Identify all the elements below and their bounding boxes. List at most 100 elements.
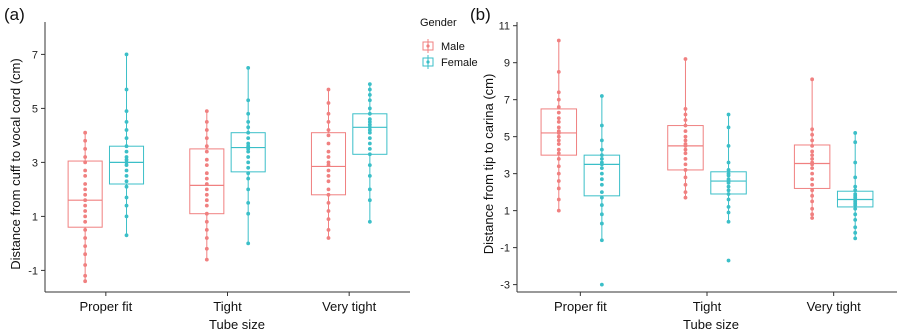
panel-a-point-male	[204, 187, 209, 192]
panel-b-point-male	[683, 175, 688, 180]
panel-b-point-male	[556, 116, 561, 121]
panel-b-point-male	[810, 162, 815, 167]
panel-a-point-female	[367, 147, 372, 151]
panel-a-point-female	[124, 160, 129, 165]
panel-b-point-male	[683, 129, 688, 134]
panel-b-point-female	[726, 258, 731, 263]
panel-b-point-female	[726, 205, 731, 209]
panel-a-point-male	[326, 217, 331, 222]
panel-a-point-male	[204, 163, 209, 168]
panel-a-point-female	[367, 106, 372, 111]
panel-a-point-female	[246, 144, 251, 149]
panel-a-point-female	[367, 130, 372, 135]
panel-b-point-male	[683, 138, 688, 143]
panel-b-point-male	[556, 110, 561, 115]
panel-b-label: (b)	[470, 5, 491, 24]
panel-a-point-female	[124, 128, 129, 132]
panel-a-point-male	[83, 214, 88, 219]
panel-b-point-female	[599, 203, 604, 207]
panel-a-point-male	[83, 187, 88, 192]
panel-b-point-female	[599, 138, 604, 143]
panel-b-point-male	[683, 147, 688, 152]
panel-a-point-female	[367, 141, 372, 146]
panel-a-point-male	[83, 147, 88, 151]
panel-b-point-female	[726, 168, 731, 172]
legend-key-box-male	[422, 41, 434, 51]
panel-b-y-tick-label: 7	[504, 95, 510, 107]
panel-b-y-tick-label: 9	[504, 58, 510, 70]
panel-a-point-male	[204, 120, 209, 124]
panel-a-point-female	[124, 87, 129, 92]
panel-a-point-female	[124, 136, 129, 141]
panel-b-point-female	[853, 175, 858, 180]
panel-b-point-male	[810, 156, 815, 161]
panel-a-point-male	[204, 157, 209, 162]
panel-a-plot-area: -1 1 3 5 7 Proper fit Tight Very tight	[28, 22, 410, 314]
panel-b-point-female	[853, 184, 858, 189]
panel-a-point-female	[124, 203, 129, 208]
panel-a-point-female	[246, 111, 251, 116]
panel-a-point-female	[246, 141, 251, 146]
panel-b-point-female	[726, 112, 731, 117]
legend-label-male: Male	[441, 41, 465, 53]
panel-a-y-tick-label: 5	[32, 103, 38, 115]
panel-b-point-male	[810, 188, 815, 193]
panel-a-point-female	[367, 219, 372, 224]
panel-b-point-male	[810, 144, 815, 148]
panel-a-point-female	[367, 174, 372, 178]
panel-a-point-female	[246, 211, 251, 216]
legend-key-point-female	[426, 60, 430, 64]
panel-a-point-male	[83, 263, 88, 267]
panel-b-y-tick-label: 5	[504, 132, 510, 144]
panel-a-point-female	[246, 125, 251, 130]
panel-a-point-female	[124, 144, 129, 149]
panel-a-point-male	[326, 111, 331, 116]
panel-a-point-male	[83, 198, 88, 203]
legend: Gender Male Female	[420, 17, 478, 69]
panel-b-point-male	[683, 162, 688, 167]
panel-b-point-male	[556, 105, 561, 109]
panel-b-point-male	[683, 168, 688, 172]
panel-a-y-tick-label: -1	[28, 265, 38, 277]
panel-a-point-female	[124, 52, 129, 57]
panel-b-point-female	[599, 156, 604, 161]
panel-b-point-male	[810, 166, 815, 170]
panel-a-point-male	[204, 149, 209, 154]
panel-a-point-male	[326, 228, 331, 232]
panel-b-point-female	[726, 173, 731, 178]
panel-a-point-male	[326, 133, 331, 138]
panel-a-point-female	[124, 195, 129, 200]
panel-b-point-male	[683, 118, 688, 122]
panel-b-point-female	[599, 123, 604, 128]
panel-a-point-male	[204, 236, 209, 240]
panel-b-point-female	[599, 166, 604, 170]
panel-a-point-male	[326, 236, 331, 240]
panel-a-point-male	[204, 136, 209, 141]
panel-b-point-male	[556, 179, 561, 183]
panel-b-point-female	[853, 160, 858, 165]
panel-a-point-female	[367, 163, 372, 168]
legend-title: Gender	[420, 17, 457, 29]
panel-a-point-male	[83, 209, 88, 213]
panel-a-y-axis-title: Distance from cuff to vocal cord (cm)	[8, 58, 23, 269]
panel-a-point-female	[367, 125, 372, 130]
panel-b-point-male	[556, 171, 561, 176]
panel-a-point-male	[204, 211, 209, 216]
panel-b-point-female	[726, 125, 731, 130]
panel-a-point-male	[83, 273, 88, 278]
panel-a-point-male	[83, 203, 88, 208]
panel-b-point-female	[599, 162, 604, 167]
panel-b-point-male	[556, 142, 561, 146]
panel-b-point-female	[599, 282, 604, 287]
panel-a-point-male	[83, 192, 88, 197]
panel-a-point-male	[204, 198, 209, 203]
panel-a-point-male	[326, 192, 331, 197]
panel-a-point-male	[204, 228, 209, 232]
panel-a-point-female	[367, 187, 372, 192]
panel-b-point-male	[810, 206, 815, 211]
legend-item-female: Female	[422, 55, 478, 69]
panel-b-point-male	[556, 70, 561, 74]
panel-b-point-male	[556, 138, 561, 143]
panel-b-point-male	[556, 164, 561, 169]
